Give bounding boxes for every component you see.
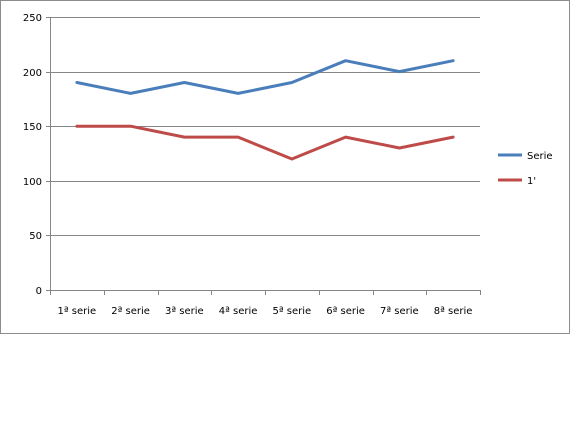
x-tick-label: 1ª serie (58, 306, 97, 317)
series-lines (75, 59, 455, 161)
legend-label-1: Serie (527, 151, 553, 162)
x-tick-label: 3ª serie (165, 306, 204, 317)
x-tick-label: 6ª serie (326, 306, 365, 317)
x-tick-label: 7ª serie (380, 306, 419, 317)
y-tick-label: 150 (23, 122, 42, 133)
x-tick-label: 2ª serie (111, 306, 150, 317)
y-tick-label: 0 (36, 286, 42, 297)
series-line-2 (75, 124, 455, 161)
y-tick-label: 100 (23, 177, 42, 188)
chart-area (0, 0, 570, 334)
y-tick-label: 50 (29, 231, 42, 242)
axes: 0 50 100 150 200 250 1ª serie 2ª serie 3ª serie 4… (23, 13, 481, 317)
x-tick-label: 4ª serie (219, 306, 258, 317)
y-tick-label: 200 (23, 68, 42, 79)
x-tick-label: 8ª serie (434, 306, 473, 317)
legend: Serie 1' (498, 151, 553, 187)
legend-label-2: 1' (527, 176, 536, 187)
series-line-1 (75, 59, 455, 95)
x-tick-label: 5ª serie (273, 306, 312, 317)
y-tick-label: 250 (23, 13, 42, 24)
